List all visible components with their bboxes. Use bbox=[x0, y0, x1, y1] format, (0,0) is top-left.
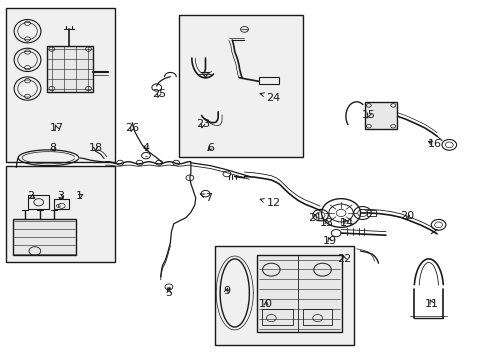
Text: 2: 2 bbox=[27, 191, 35, 201]
Bar bbox=[259, 77, 278, 84]
Text: 11: 11 bbox=[424, 299, 438, 309]
Text: 24: 24 bbox=[260, 93, 280, 103]
Bar bbox=[215, 246, 353, 345]
Bar bbox=[365, 102, 396, 129]
Text: 4: 4 bbox=[142, 143, 149, 153]
Text: 10: 10 bbox=[259, 299, 273, 309]
Text: 6: 6 bbox=[206, 143, 213, 153]
Text: 9: 9 bbox=[223, 286, 230, 296]
Bar bbox=[5, 8, 115, 162]
Text: 7: 7 bbox=[200, 193, 212, 203]
Bar bbox=[366, 210, 375, 216]
Bar bbox=[47, 45, 93, 92]
Text: 1: 1 bbox=[76, 191, 83, 201]
Text: 13: 13 bbox=[320, 218, 333, 228]
Bar bbox=[54, 199, 69, 210]
Text: 3: 3 bbox=[57, 191, 63, 201]
Text: 25: 25 bbox=[152, 89, 165, 99]
Bar bbox=[303, 309, 331, 325]
Text: 8: 8 bbox=[49, 143, 57, 153]
Bar bbox=[256, 255, 341, 332]
Text: 23: 23 bbox=[195, 120, 209, 129]
Text: 19: 19 bbox=[322, 236, 336, 246]
Text: 5: 5 bbox=[165, 288, 172, 298]
Text: 21: 21 bbox=[307, 213, 322, 222]
Text: 26: 26 bbox=[125, 123, 139, 133]
Text: 20: 20 bbox=[400, 211, 414, 221]
Text: 15: 15 bbox=[361, 111, 375, 121]
Text: 22: 22 bbox=[336, 254, 351, 264]
Bar bbox=[27, 195, 49, 210]
Text: 12: 12 bbox=[260, 198, 280, 208]
Bar bbox=[261, 309, 293, 325]
Text: 17: 17 bbox=[49, 123, 63, 133]
Bar bbox=[5, 166, 115, 262]
Bar bbox=[13, 220, 76, 255]
Text: 18: 18 bbox=[88, 143, 102, 153]
Text: 14: 14 bbox=[339, 218, 353, 228]
Bar bbox=[178, 15, 303, 157]
Text: 16: 16 bbox=[427, 139, 441, 149]
